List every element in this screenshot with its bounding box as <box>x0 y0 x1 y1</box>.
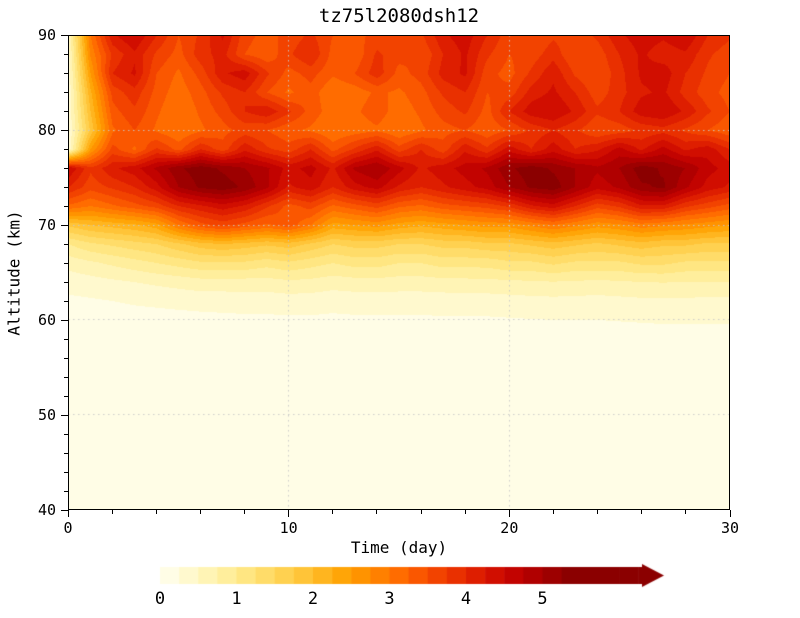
x-major-tick <box>67 510 69 517</box>
x-minor-tick <box>332 510 334 514</box>
x-minor-tick <box>111 510 113 514</box>
x-major-tick <box>508 510 510 517</box>
y-minor-tick <box>64 186 68 188</box>
x-major-tick <box>288 510 290 517</box>
y-major-tick <box>61 319 68 321</box>
colorbar-canvas <box>156 563 668 589</box>
y-tick-label: 50 <box>37 406 56 424</box>
y-minor-tick <box>64 72 68 74</box>
colorbar-tick-label: 2 <box>307 589 319 609</box>
x-minor-tick <box>244 510 246 514</box>
x-minor-tick <box>597 510 599 514</box>
y-axis-label: Altitude (km) <box>4 210 24 336</box>
heatmap-canvas <box>68 35 730 510</box>
y-minor-tick <box>64 91 68 93</box>
y-minor-tick <box>64 490 68 492</box>
y-minor-tick <box>64 300 68 302</box>
y-tick-label: 60 <box>37 311 56 329</box>
y-major-tick <box>61 509 68 511</box>
y-minor-tick <box>64 148 68 150</box>
y-major-tick <box>61 129 68 131</box>
x-tick-label: 20 <box>500 519 519 537</box>
y-minor-tick <box>64 243 68 245</box>
y-minor-tick <box>64 357 68 359</box>
y-minor-tick <box>64 395 68 397</box>
x-minor-tick <box>685 510 687 514</box>
x-minor-tick <box>552 510 554 514</box>
y-minor-tick <box>64 376 68 378</box>
y-tick-label: 40 <box>37 501 56 519</box>
y-minor-tick <box>64 167 68 169</box>
y-minor-tick <box>64 53 68 55</box>
colorbar-tick-label: 1 <box>231 589 242 609</box>
colorbar-tick-label: 5 <box>537 589 548 609</box>
y-minor-tick <box>64 205 68 207</box>
x-axis-label: Time (day) <box>350 538 448 557</box>
x-tick-label: 0 <box>63 519 73 537</box>
x-tick-label: 10 <box>279 519 298 537</box>
x-minor-tick <box>641 510 643 514</box>
x-minor-tick <box>155 510 157 514</box>
colorbar-tick-label: 4 <box>460 589 472 609</box>
y-minor-tick <box>64 110 68 112</box>
y-minor-tick <box>64 262 68 264</box>
y-major-tick <box>61 224 68 226</box>
y-minor-tick <box>64 471 68 473</box>
y-major-tick <box>61 414 68 416</box>
y-tick-label: 70 <box>37 216 56 234</box>
y-major-tick <box>61 34 68 36</box>
x-minor-tick <box>420 510 422 514</box>
x-tick-label: 30 <box>720 519 740 537</box>
y-minor-tick <box>64 338 68 340</box>
y-tick-label: 90 <box>37 26 56 44</box>
x-minor-tick <box>199 510 201 514</box>
chart-title: tz75l2080dsh12 <box>318 5 480 27</box>
y-minor-tick <box>64 281 68 283</box>
colorbar-tick-label: 3 <box>384 589 395 609</box>
x-minor-tick <box>376 510 378 514</box>
x-minor-tick <box>464 510 466 514</box>
y-minor-tick <box>64 433 68 435</box>
x-major-tick <box>729 510 731 517</box>
y-minor-tick <box>64 452 68 454</box>
colorbar-tick-label: 0 <box>154 589 166 609</box>
y-tick-label: 80 <box>37 121 56 139</box>
